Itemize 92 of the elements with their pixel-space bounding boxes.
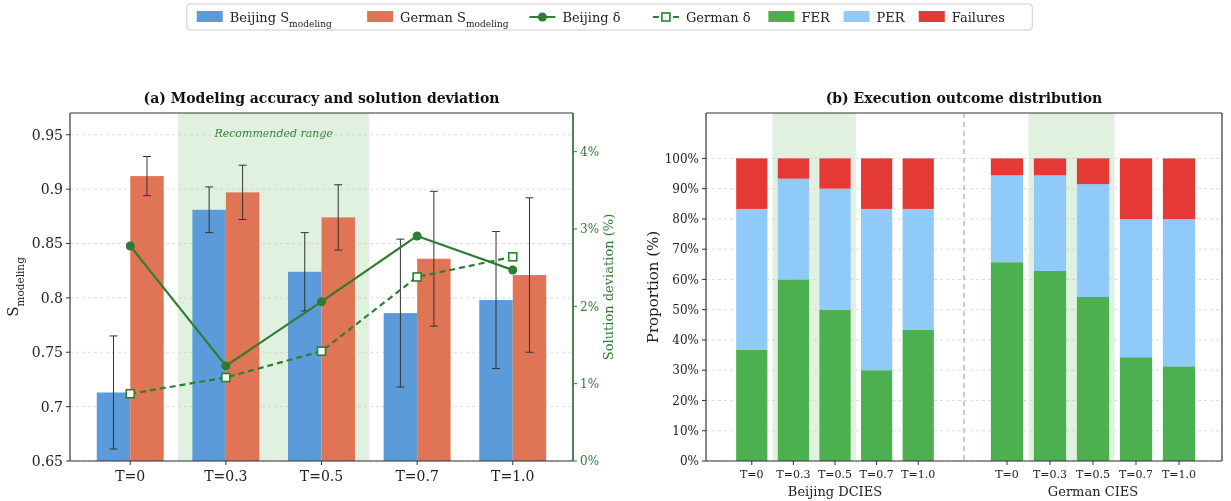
bar [902, 208, 934, 330]
bar [736, 208, 768, 350]
y2-axis-title: Solution deviation (%) [601, 213, 616, 361]
bar [819, 188, 851, 310]
bar [861, 208, 893, 371]
chart-title: (a) Modeling accuracy and solution deviation [143, 90, 500, 106]
x-tick-label: T=1.0 [491, 468, 535, 484]
bar [990, 262, 1024, 461]
x-tick-label: T=0.7 [1118, 468, 1154, 481]
bar [819, 158, 851, 189]
bar [1076, 158, 1110, 185]
legend-label: German S$_{modeling}$ [400, 9, 509, 29]
y2-tick-label: 3% [580, 222, 600, 237]
bar [990, 158, 1024, 176]
legend-label: German δ [685, 9, 751, 25]
point [316, 346, 327, 356]
x-tick-label: T=0.5 [817, 468, 853, 481]
bar [1162, 219, 1196, 367]
legend-label: Beijing δ [562, 9, 621, 25]
x-tick-label: T=0 [115, 468, 146, 484]
y-tick-label: 0% [679, 454, 699, 469]
y2-tick-label: 2% [580, 299, 600, 314]
y-tick-label: 100% [664, 151, 699, 166]
bar [1162, 366, 1196, 461]
y2-tick-label: 4% [580, 144, 600, 159]
bar [1076, 296, 1110, 461]
bar [1076, 184, 1110, 297]
point [125, 241, 135, 251]
bar [861, 370, 893, 461]
y-tick-label: 0.85 [31, 235, 63, 252]
y-tick-label: 40% [672, 333, 699, 348]
point [317, 297, 326, 307]
bar [1033, 158, 1067, 176]
bar [990, 175, 1024, 263]
y-tick-label: 0.95 [31, 126, 63, 143]
x-axis-title: German CIES [1047, 484, 1139, 499]
x-tick-label: T=1.0 [901, 468, 936, 481]
point [412, 272, 422, 282]
point [412, 231, 422, 241]
y-tick-label: 0.7 [40, 398, 63, 415]
bar [736, 158, 768, 209]
point [221, 361, 231, 371]
bar [1162, 158, 1196, 220]
bar [902, 329, 934, 461]
legend-label: Beijing S$_{modeling}$ [229, 9, 333, 29]
legend-label: Failures [951, 9, 1005, 25]
bar [777, 178, 809, 280]
x-tick-label: T=0.5 [299, 468, 344, 484]
x-tick-label: T=0 [739, 468, 764, 481]
y2-tick-label: 0% [580, 454, 600, 469]
bar [736, 349, 768, 461]
bar [1119, 219, 1153, 358]
bar [1119, 158, 1153, 220]
legend-label: PER [876, 9, 906, 25]
bar [777, 158, 809, 179]
y-tick-label: 30% [672, 363, 699, 378]
y-tick-label: 0.9 [40, 181, 63, 198]
x-tick-label: T=0.5 [1075, 468, 1111, 481]
y-tick-label: 60% [672, 272, 699, 287]
bar [861, 158, 893, 209]
y-tick-label: 20% [672, 393, 699, 408]
x-tick-label: T=0.3 [776, 468, 811, 481]
legend-label: FER [801, 9, 831, 25]
y-tick-label: 80% [672, 212, 699, 227]
y-tick-label: 0.75 [31, 344, 63, 361]
y-tick-label: 70% [672, 242, 699, 257]
y-tick-label: 0.65 [31, 452, 63, 469]
bar [819, 309, 851, 461]
x-axis-title: Beijing DCIES [787, 484, 883, 499]
x-tick-label: T=1.0 [1161, 468, 1197, 481]
point [125, 388, 136, 399]
x-tick-label: T=0.3 [1032, 468, 1068, 481]
bar [1119, 357, 1153, 461]
bar [1033, 270, 1067, 461]
point [507, 252, 518, 262]
x-tick-label: T=0.7 [395, 468, 439, 484]
chart-title: (b) Execution outcome distribution [825, 90, 1103, 106]
y-tick-label: 10% [672, 423, 699, 438]
band-label: Recommended range [213, 127, 334, 140]
x-tick-label: T=0.7 [859, 468, 894, 481]
bar [777, 279, 809, 461]
y-tick-label: 0.8 [40, 289, 63, 306]
y-axis-title: Proportion (%) [644, 230, 662, 344]
bar [1033, 175, 1067, 271]
y-tick-label: 50% [672, 302, 699, 317]
x-tick-label: T=0 [995, 468, 1019, 481]
x-tick-label: T=0.3 [204, 468, 248, 484]
point [508, 265, 518, 275]
y2-tick-label: 1% [580, 376, 600, 391]
y-tick-label: 90% [672, 181, 699, 196]
bar [902, 158, 934, 209]
point [221, 372, 231, 383]
